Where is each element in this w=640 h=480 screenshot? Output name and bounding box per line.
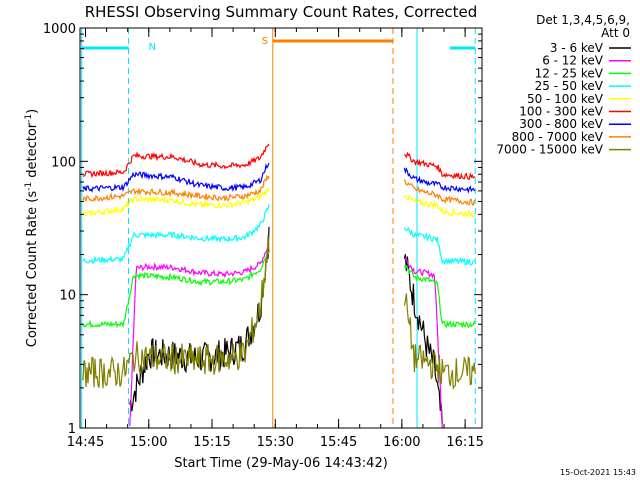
x-tick-label-4: 15:45	[320, 435, 357, 450]
chart-title: RHESSI Observing Summary Count Rates, Co…	[85, 3, 478, 21]
series-line-8-1	[403, 293, 476, 391]
x-tick-label-3: 15:30	[257, 435, 294, 450]
x-tick-label-1: 15:00	[130, 435, 167, 450]
x-tick-label-2: 15:15	[193, 435, 230, 450]
series-line-5-1	[403, 151, 476, 180]
y-axis-label: Corrected Count Rate (s-1 detector-1)	[24, 109, 40, 347]
series-line-4-0	[82, 187, 270, 218]
legend-label-3: 25 - 50 keV	[535, 79, 604, 93]
series-line-2-1	[403, 264, 476, 329]
legend-label-5: 100 - 300 keV	[519, 105, 603, 119]
legend-label-2: 12 - 25 keV	[535, 66, 604, 80]
series-line-4-1	[403, 194, 476, 219]
x-axis-label: Start Time (29-May-06 14:43:42)	[174, 456, 388, 471]
y-axis-label-main: Corrected Count Rate (s	[25, 191, 40, 348]
series-line-2-0	[82, 251, 270, 329]
y-tick-label-1: 10	[59, 289, 76, 304]
series-line-3-1	[403, 226, 476, 266]
axis-layer: 1 10 100 1000 14:45 15:00 15:15 15:30 15:45 16:00…	[43, 22, 484, 450]
y-axis-label-sup2: -1	[24, 114, 34, 123]
plot-layer: NS	[81, 28, 476, 429]
y-axis-label-tail: detector	[25, 122, 40, 182]
footer-timestamp: 15-Oct-2021 15:43	[560, 468, 636, 477]
plot-frame	[79, 27, 483, 429]
y-tick-label-3: 1000	[43, 22, 76, 37]
legend-label-4: 50 - 100 keV	[527, 92, 604, 106]
series-line-5-0	[82, 143, 270, 179]
legend-label-0: 3 - 6 keV	[550, 41, 604, 55]
series-line-8-0	[82, 235, 270, 389]
series-line-1-0	[129, 243, 270, 427]
y-axis-label-sup: -1	[24, 182, 34, 191]
series-line-0-1	[403, 254, 443, 424]
y-tick-label-2: 100	[51, 155, 76, 170]
legend-label-7: 800 - 7000 keV	[512, 130, 604, 144]
night-label: N	[149, 42, 156, 53]
saa-label: S	[262, 36, 268, 47]
series-line-6-0	[82, 162, 270, 193]
series-line-7-0	[82, 174, 270, 202]
x-tick-label-5: 16:00	[383, 435, 420, 450]
legend-label-8: 7000 - 15000 keV	[496, 143, 603, 157]
series-line-3-0	[82, 204, 270, 265]
x-tick-label-0: 14:45	[67, 435, 104, 450]
y-axis-label-close: )	[25, 109, 40, 114]
legend-label-6: 300 - 800 keV	[519, 117, 603, 131]
series-line-7-1	[403, 179, 476, 207]
legend-label-1: 6 - 12 keV	[542, 54, 604, 68]
legend-header-attenuator: Att 0	[601, 26, 630, 40]
series-line-6-1	[403, 167, 476, 194]
series-line-1-1	[404, 257, 443, 429]
x-tick-label-6: 16:15	[446, 435, 483, 450]
legend-header-detectors: Det 1,3,4,5,6,9,	[536, 13, 630, 27]
y-tick-label-0: 1	[68, 422, 76, 437]
